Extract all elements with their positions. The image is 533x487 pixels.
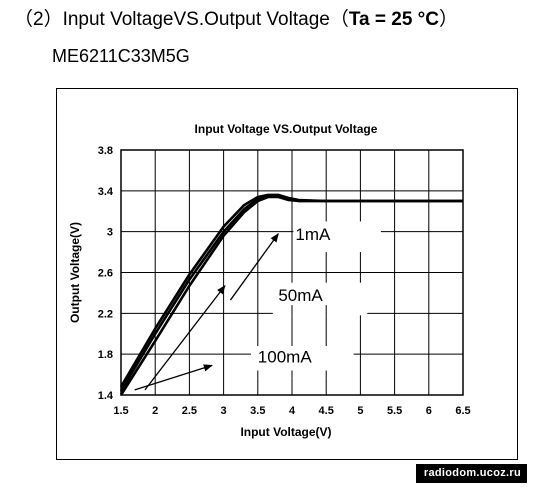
- series-line-100ma: [119, 195, 463, 396]
- y-tick-label: 3.8: [98, 145, 113, 157]
- annotation-label-box: [272, 282, 368, 316]
- y-tick-label: 2.2: [98, 308, 113, 320]
- chart-frame: 1mA 50mA 100mA 1.5 2 2.5 3 3.5 4 4.5 5 5.5 6 6.5 1.4 1.…: [56, 88, 518, 460]
- y-axis-label: Output Voltage(V): [68, 222, 82, 323]
- x-tick-label: 2.5: [182, 405, 197, 417]
- annotation-label-50ma: 50mA: [278, 286, 323, 305]
- annotation-arrow-1ma: [229, 232, 279, 301]
- heading-prefix: （2）Input VoltageVS.Output Voltage（: [14, 9, 349, 30]
- x-tick-label: 2: [152, 405, 158, 417]
- annotation-label-box: [250, 346, 354, 379]
- heading-suffix: ）: [439, 9, 459, 30]
- x-tick-label: 1.5: [113, 405, 128, 417]
- annotation-label-100ma: 100mA: [258, 347, 313, 366]
- section-heading: （2）Input VoltageVS.Output Voltage（Ta = 2…: [14, 8, 458, 32]
- x-axis-label: Input Voltage(V): [240, 425, 331, 439]
- chart: 1mA 50mA 100mA 1.5 2 2.5 3 3.5 4 4.5 5 5.5 6 6.5 1.4 1.…: [68, 122, 471, 439]
- part-number: ME6211C33M5G: [52, 46, 190, 66]
- y-tick-label: 2.6: [98, 268, 113, 280]
- heading-condition: Ta = 25 °C: [348, 9, 439, 30]
- annotation-arrow-50ma: [144, 285, 226, 391]
- x-tick-label: 5.5: [387, 405, 402, 417]
- annotation-label-1ma: 1mA: [295, 225, 331, 244]
- y-tick-label: 3.4: [98, 186, 114, 198]
- x-tick-label: 5: [357, 405, 363, 417]
- x-tick-label: 6.5: [455, 405, 470, 417]
- x-tick-label: 4: [289, 405, 296, 417]
- annotation-arrow-100ma: [134, 364, 213, 391]
- y-tick-label: 3: [107, 227, 113, 239]
- x-tick-label: 4.5: [319, 405, 334, 417]
- x-tick-label: 3.5: [250, 405, 265, 417]
- chart-title: Input Voltage VS.Output Voltage: [195, 122, 378, 136]
- watermark: radiodom.ucoz.ru: [415, 464, 527, 483]
- plot-area-border: [120, 149, 464, 396]
- y-tick-label: 1.8: [98, 349, 113, 361]
- annotation-label-box: [293, 221, 381, 253]
- x-tick-label: 3: [221, 405, 227, 417]
- y-tick-label: 1.4: [98, 390, 114, 402]
- x-tick-label: 6: [426, 405, 432, 417]
